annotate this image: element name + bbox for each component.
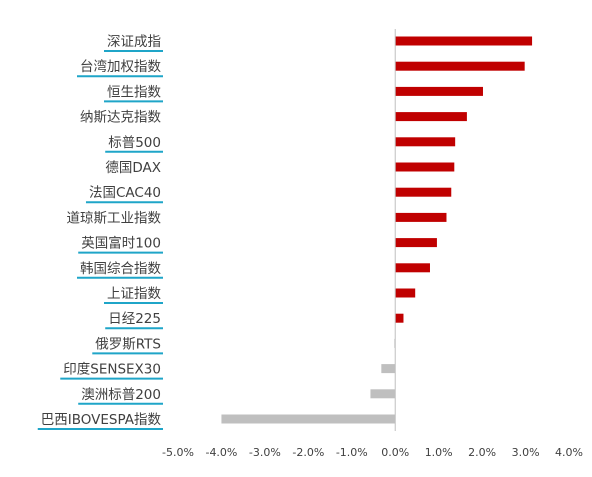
x-tick-labels-group: -5.0% -4.0% -3.0% -2.0% -1.0% 0.0% 1.0% 2.0% 3.0… — [162, 446, 583, 459]
category-label: 道琼斯工业指数 — [67, 210, 162, 226]
bar-14 — [370, 389, 396, 399]
bar-2 — [395, 86, 483, 96]
bar-4 — [395, 137, 456, 147]
bar-11 — [395, 313, 404, 323]
x-tick-label: -2.0% — [292, 446, 324, 459]
x-tick-label: -3.0% — [249, 446, 281, 459]
bars-group — [221, 36, 533, 424]
x-tick-label: -5.0% — [162, 446, 194, 459]
category-label: 纳斯达克指数 — [80, 110, 161, 126]
category-label: 台湾加权指数 — [80, 58, 161, 75]
category-label: 深证成指 — [107, 34, 161, 50]
bar-6 — [395, 187, 452, 197]
bar-7 — [395, 212, 447, 222]
bar-0 — [395, 36, 533, 46]
label-underlines-group — [37, 50, 163, 430]
category-label: 英国富时100 — [81, 235, 161, 252]
category-label: 澳洲标普200 — [81, 387, 161, 403]
bar-8 — [395, 238, 437, 248]
x-tick-label: -1.0% — [336, 446, 368, 459]
category-label: 标普500 — [108, 135, 161, 151]
category-label: 日经225 — [108, 311, 161, 327]
category-label: 上证指数 — [107, 286, 161, 302]
x-tick-label: -4.0% — [205, 446, 237, 459]
bar-5 — [395, 162, 455, 172]
category-label: 恒生指数 — [107, 84, 161, 100]
bar-13 — [381, 364, 396, 374]
bar-15 — [221, 414, 396, 424]
category-label: 韩国综合指数 — [80, 261, 161, 277]
category-label: 德国DAX — [105, 160, 161, 176]
category-label: 俄罗斯RTS — [95, 336, 161, 352]
category-label: 法国CAC40 — [89, 185, 161, 201]
x-tick-label: 1.0% — [425, 446, 453, 459]
x-tick-label: 0.0% — [381, 446, 409, 459]
category-label: 印度SENSEX30 — [63, 362, 161, 378]
category-label: 巴西IBOVESPA指数 — [41, 412, 162, 428]
x-tick-label: 4.0% — [555, 446, 583, 459]
bar-1 — [395, 61, 525, 71]
x-tick-label: 2.0% — [468, 446, 496, 459]
bar-3 — [395, 112, 467, 122]
bar-9 — [395, 263, 430, 273]
bar-10 — [395, 288, 416, 298]
x-tick-label: 3.0% — [512, 446, 540, 459]
